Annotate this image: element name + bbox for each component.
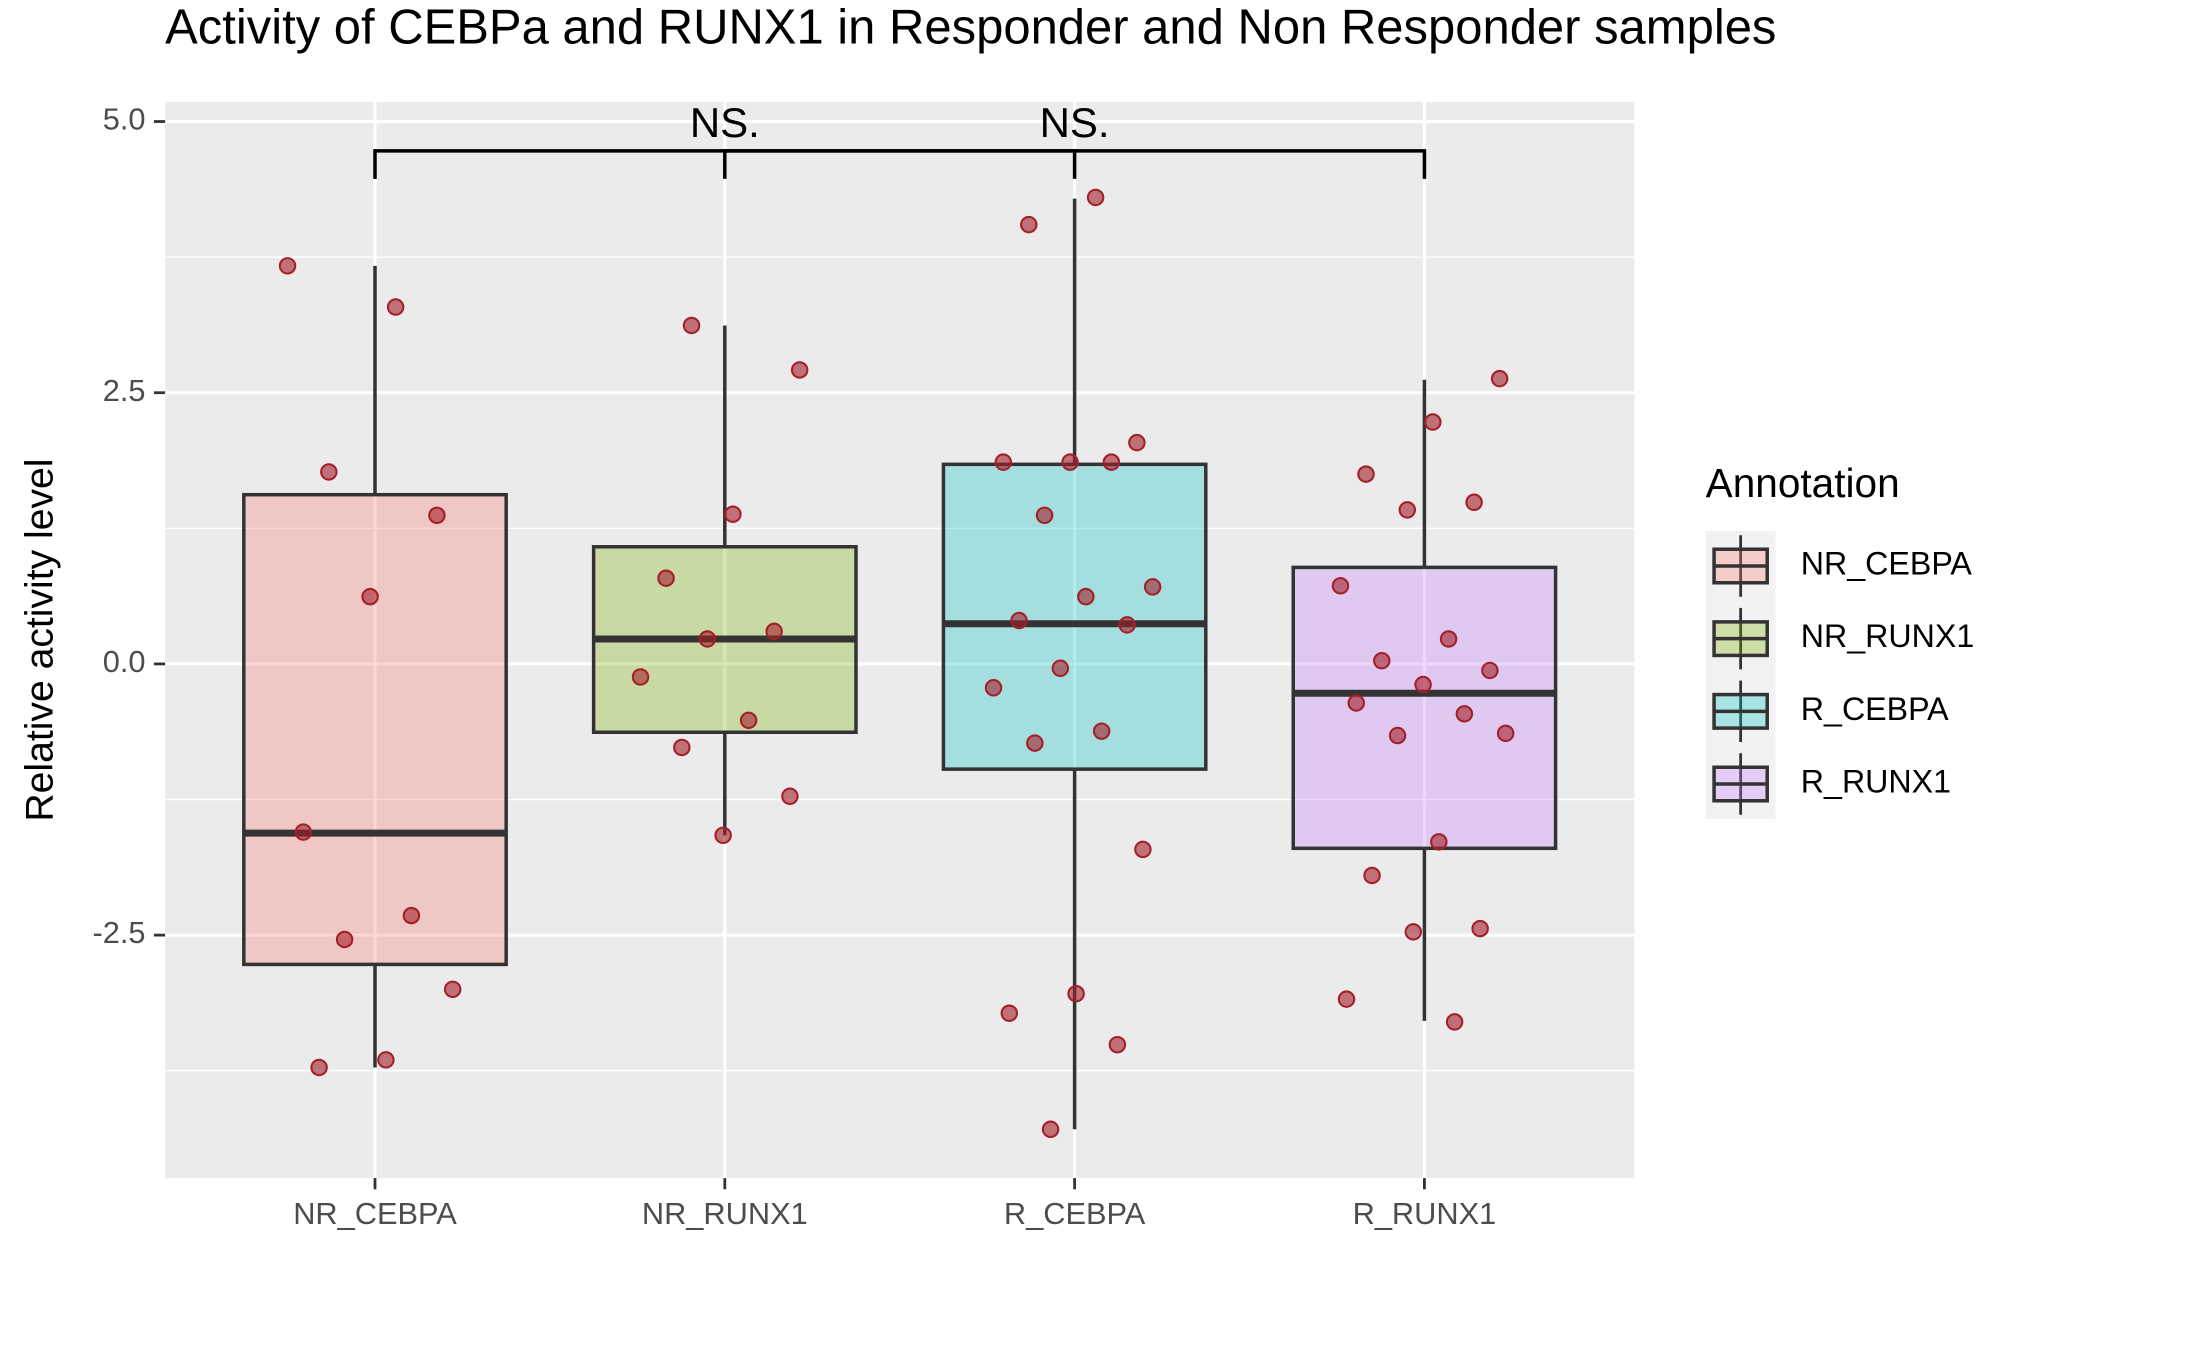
data-point [402, 906, 421, 925]
legend-item: NR_CEBPA [1712, 535, 1973, 597]
box [941, 462, 1208, 771]
data-point [1041, 1120, 1060, 1139]
data-point [739, 711, 758, 730]
data-point [294, 823, 313, 841]
significance-bracket [723, 149, 1427, 179]
data-point [1414, 675, 1432, 694]
data-point [1455, 705, 1474, 723]
legend-label: NR_RUNX1 [1801, 618, 1974, 654]
data-point [1077, 587, 1095, 606]
data-point [1496, 724, 1515, 743]
data-point [1086, 188, 1105, 207]
y-axis-label: Relative activity level [18, 459, 61, 822]
legend-label: R_RUNX1 [1801, 764, 1951, 800]
data-point [1404, 923, 1423, 941]
data-point [1363, 866, 1381, 885]
x-tick-label: NR_CEBPA [293, 1196, 457, 1231]
data-point [1445, 1013, 1464, 1031]
data-point [1134, 840, 1152, 859]
data-point [1000, 1004, 1019, 1022]
legend-label: NR_CEBPA [1801, 546, 1973, 582]
data-point [1118, 616, 1136, 634]
data-point [994, 453, 1013, 471]
data-point [790, 361, 809, 379]
data-point [1035, 506, 1054, 525]
box [242, 492, 508, 967]
data-point [1481, 661, 1499, 680]
data-point [443, 980, 462, 999]
data-point [335, 930, 354, 949]
data-point [1373, 651, 1391, 670]
legend-item: R_RUNX1 [1712, 753, 1951, 815]
chart-title: Activity of CEBPa and RUNX1 in Responder… [165, 1, 1776, 55]
data-point [1026, 734, 1044, 752]
data-point [310, 1058, 328, 1077]
data-point [781, 787, 799, 806]
data-point [428, 506, 446, 525]
data-point [1143, 578, 1162, 596]
y-tick-label: 5.0 [103, 102, 146, 137]
data-point [377, 1051, 395, 1069]
legend-label: R_CEBPA [1801, 691, 1949, 727]
data-point [1051, 659, 1070, 678]
data-point [1102, 453, 1121, 471]
legend-item: R_CEBPA [1712, 680, 1949, 743]
significance-label: NS. [1040, 99, 1110, 146]
data-point [1490, 369, 1509, 388]
data-point [765, 622, 783, 641]
data-point [657, 569, 675, 587]
y-tick-label: 0.0 [103, 644, 146, 679]
x-tick-label: NR_RUNX1 [642, 1196, 808, 1231]
data-point [1020, 215, 1038, 234]
box [1291, 565, 1558, 851]
legend-title: Annotation [1706, 460, 1900, 506]
data-point [682, 316, 701, 335]
data-point [673, 738, 691, 757]
data-point [1067, 984, 1085, 1003]
data-point [1388, 726, 1407, 745]
data-point [1398, 501, 1417, 519]
panel [165, 102, 1635, 1179]
data-point [1331, 577, 1350, 595]
data-point [278, 257, 297, 275]
data-point [1128, 433, 1146, 452]
data-point [724, 505, 742, 523]
data-point [1430, 833, 1448, 851]
data-point [984, 679, 1003, 697]
data-point [320, 463, 338, 481]
data-point [386, 298, 405, 316]
data-point [1439, 630, 1458, 648]
data-point [1347, 694, 1366, 712]
data-point [1424, 413, 1442, 431]
data-point [1061, 453, 1079, 471]
y-tick-label: 2.5 [103, 373, 146, 408]
data-point [698, 630, 717, 648]
significance-label: NS. [690, 99, 760, 146]
data-point [1357, 465, 1375, 483]
data-point [1465, 493, 1483, 512]
data-point [1092, 722, 1111, 740]
x-tick-label: R_RUNX1 [1353, 1196, 1497, 1231]
legend-item: NR_RUNX1 [1712, 607, 1974, 670]
data-point [1010, 611, 1028, 630]
data-point [1108, 1035, 1127, 1054]
y-tick-label: -2.5 [92, 915, 145, 950]
data-point [631, 668, 650, 686]
data-point [361, 587, 379, 606]
data-point [1471, 919, 1489, 938]
x-tick-label: R_CEBPA [1004, 1196, 1146, 1231]
data-point [1337, 990, 1356, 1008]
data-point [714, 826, 732, 845]
